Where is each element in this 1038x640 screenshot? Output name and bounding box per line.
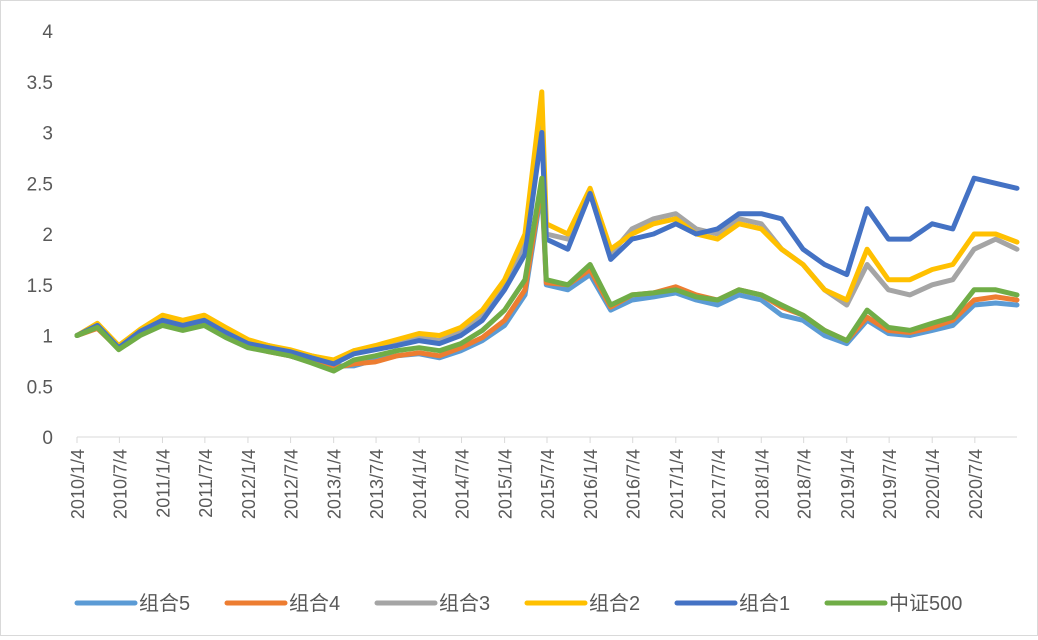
y-tick-label: 4: [42, 22, 53, 43]
x-tick-label: 2015/1/4: [496, 449, 516, 519]
legend-label: 组合1: [739, 592, 790, 615]
x-tick-label: 2012/7/4: [282, 449, 302, 519]
x-tick-label: 2014/7/4: [453, 449, 473, 519]
x-tick-label: 2012/1/4: [239, 449, 259, 519]
x-tick-label: 2010/7/4: [110, 449, 130, 519]
x-tick-label: 2019/7/4: [880, 449, 900, 519]
y-tick-label: 0: [42, 428, 53, 449]
x-tick-label: 2010/1/4: [68, 449, 88, 519]
legend-label: 组合2: [589, 592, 640, 615]
x-tick-label: 2016/1/4: [581, 449, 601, 519]
x-tick-label: 2014/1/4: [410, 449, 430, 519]
y-tick-label: 3.5: [27, 73, 53, 94]
x-tick-label: 2013/7/4: [367, 449, 387, 519]
x-tick-label: 2020/7/4: [966, 449, 986, 519]
y-tick-label: 3: [42, 124, 53, 145]
x-tick-label: 2020/1/4: [923, 449, 943, 519]
x-tick-label: 2011/7/4: [196, 449, 216, 518]
y-tick-label: 0.5: [27, 377, 53, 398]
legend-label: 组合5: [139, 592, 190, 615]
x-tick-label: 2017/1/4: [667, 449, 687, 519]
y-tick-label: 2: [42, 225, 53, 246]
x-tick-label: 2018/7/4: [795, 449, 815, 519]
legend-label: 组合3: [439, 592, 490, 615]
x-tick-label: 2018/1/4: [752, 449, 772, 519]
y-tick-label: 2.5: [27, 174, 53, 195]
x-tick-label: 2015/7/4: [538, 449, 558, 519]
y-tick-label: 1: [42, 327, 53, 348]
series-line-6: [74, 175, 1020, 374]
x-tick-label: 2017/7/4: [709, 449, 729, 519]
legend-label: 中证500: [889, 592, 962, 615]
x-tick-label: 2019/1/4: [838, 449, 858, 519]
x-tick-label: 2013/1/4: [325, 449, 345, 519]
x-tick-label: 2011/1/4: [153, 449, 173, 518]
x-tick-label: 2016/7/4: [624, 449, 644, 519]
y-tick-label: 1.5: [27, 276, 53, 297]
legend-label: 组合4: [289, 592, 340, 615]
